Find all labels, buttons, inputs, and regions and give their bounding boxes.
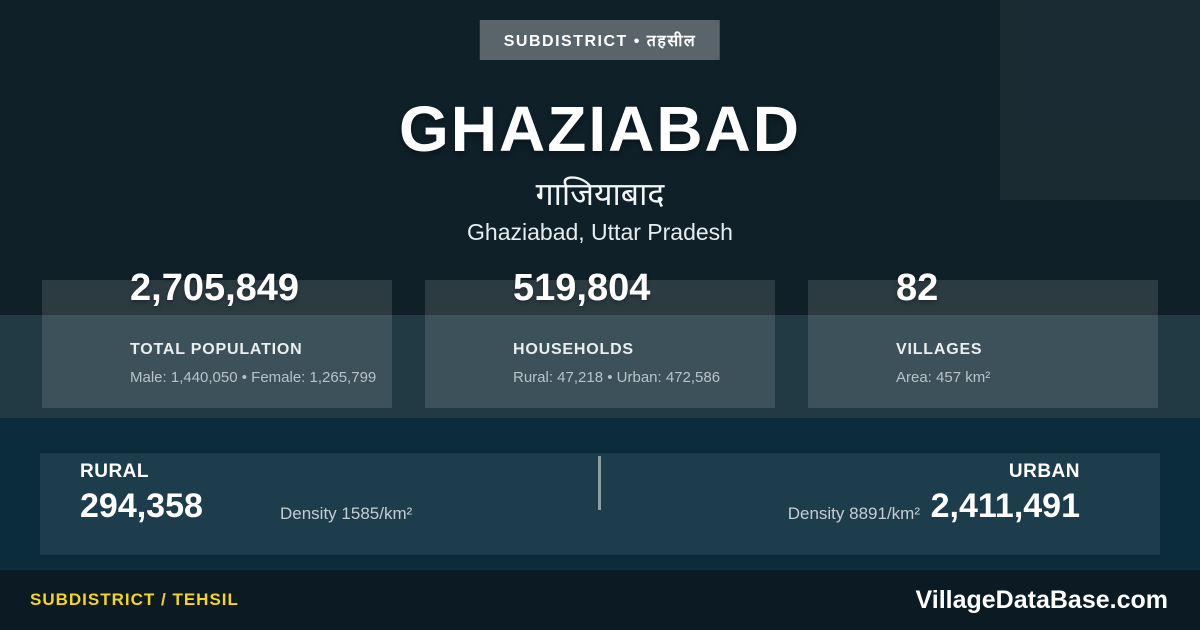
urban-density: Density 8891/km² [787, 504, 920, 523]
stats-band-background [0, 315, 1200, 418]
rural-urban-divider [598, 456, 601, 510]
footer-brand: VillageDataBase.com [915, 585, 1168, 614]
subdistrict-type-badge: SUBDISTRICT • तहसील [479, 20, 721, 60]
households-label: HOUSEHOLDS [513, 341, 634, 358]
total-population-label: TOTAL POPULATION [130, 341, 303, 358]
total-population-detail: Male: 1,440,050 • Female: 1,265,799 [130, 369, 377, 386]
urban-block: URBAN 2,411,491 [931, 461, 1080, 526]
rural-density: Density 1585/km² [280, 504, 413, 523]
decor-rect-top-right [1000, 0, 1200, 200]
page-title-hindi: गाजियाबाद [535, 175, 665, 213]
stat-card-households: 519,804 HOUSEHOLDS Rural: 47,218 • Urban… [425, 267, 775, 408]
stat-card-total-population: 2,705,849 TOTAL POPULATION Male: 1,440,0… [42, 267, 392, 408]
location-subtitle: Ghaziabad, Uttar Pradesh [467, 219, 733, 245]
footer-type-tag: SUBDISTRICT / TEHSIL [30, 590, 239, 609]
villages-value: 82 [896, 267, 939, 309]
total-population-value: 2,705,849 [130, 267, 300, 309]
page-title: GHAZIABAD [399, 93, 801, 165]
rural-block: RURAL 294,358 [80, 461, 203, 526]
stats-row: 2,705,849 TOTAL POPULATION Male: 1,440,0… [42, 267, 1158, 408]
urban-label: URBAN [1008, 461, 1080, 482]
stat-card-villages: 82 VILLAGES Area: 457 km² [808, 267, 1158, 408]
rural-label: RURAL [80, 461, 149, 482]
villages-label: VILLAGES [896, 341, 983, 358]
footer-bar: SUBDISTRICT / TEHSIL VillageDataBase.com [0, 570, 1200, 630]
rural-value: 294,358 [80, 487, 203, 525]
households-value: 519,804 [513, 267, 651, 309]
households-detail: Rural: 47,218 • Urban: 472,586 [513, 369, 721, 386]
villages-detail: Area: 457 km² [896, 369, 991, 386]
urban-value: 2,411,491 [930, 487, 1080, 525]
